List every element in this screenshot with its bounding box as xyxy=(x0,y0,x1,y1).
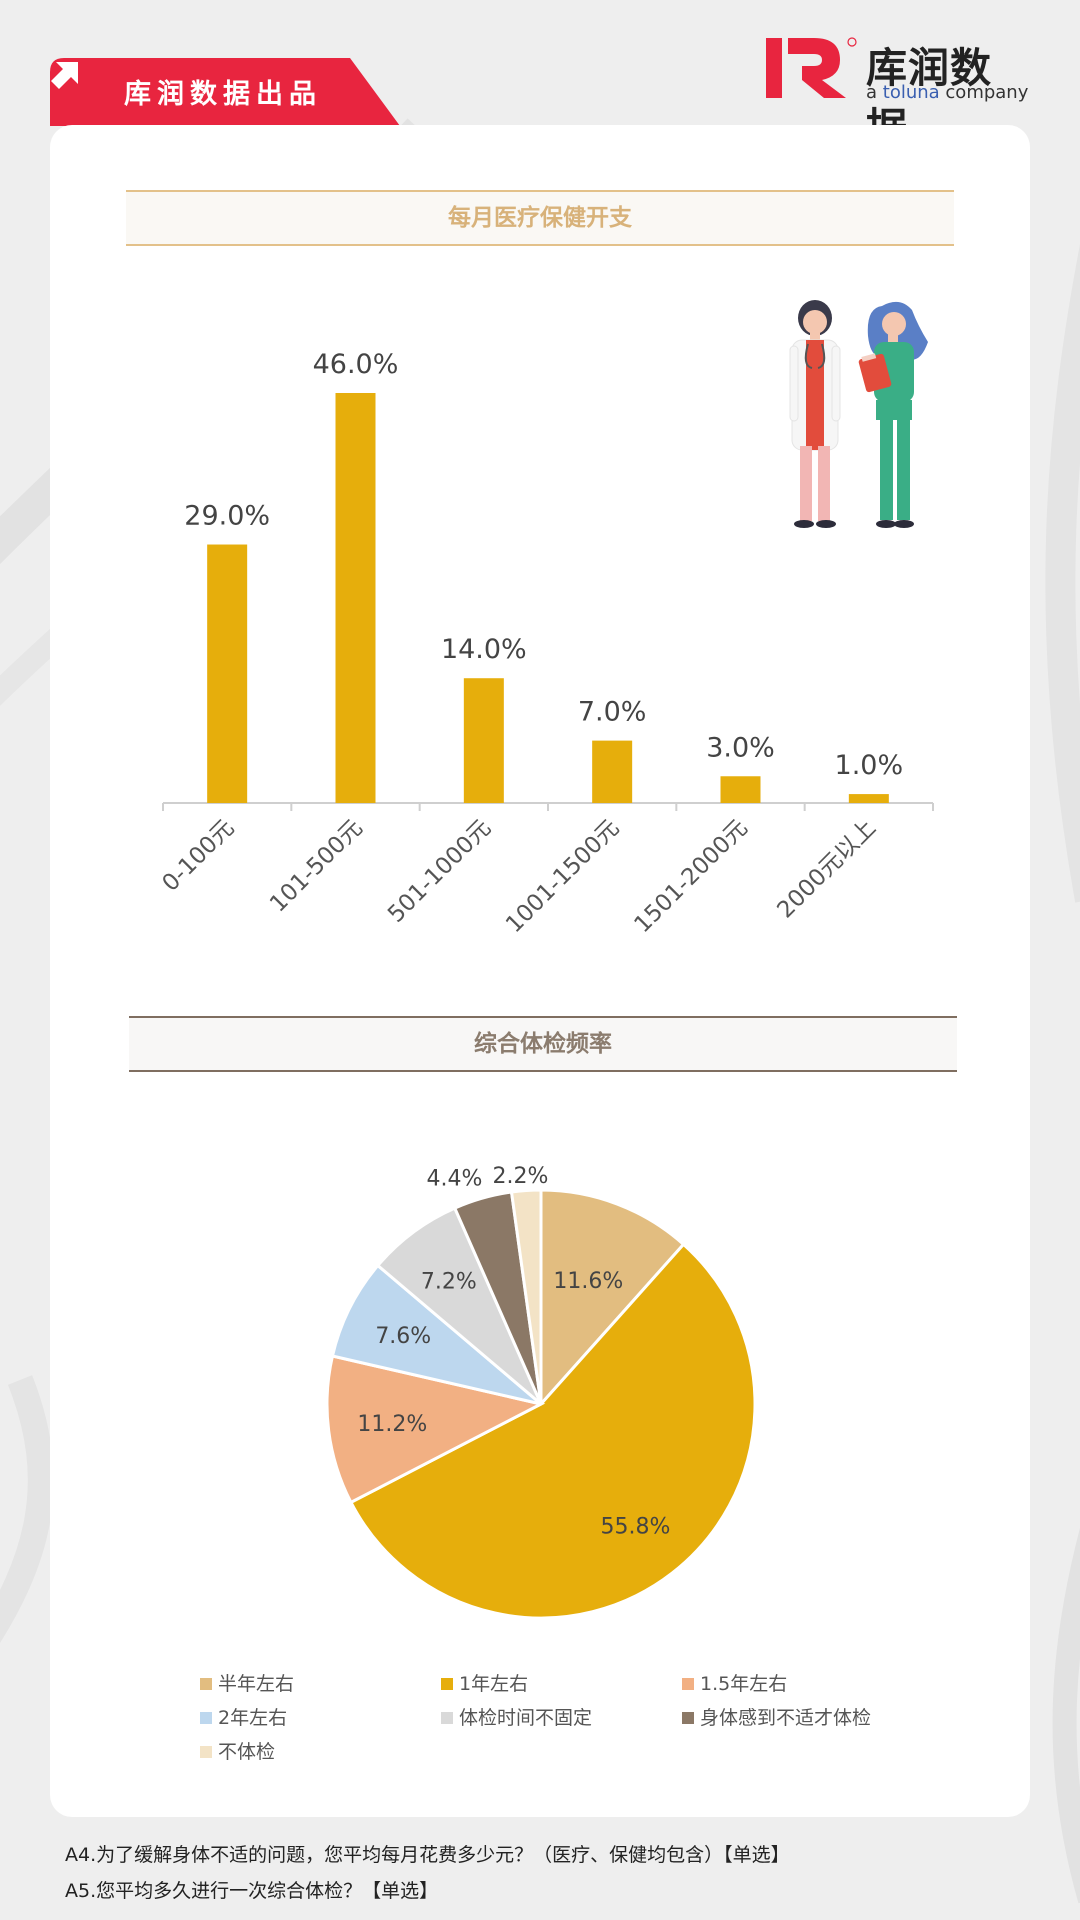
bar-value-label: 1.0% xyxy=(835,750,904,781)
pie-value-label: 11.6% xyxy=(553,1269,623,1294)
pie-chart-title: 综合体检频率 xyxy=(129,1016,957,1072)
legend-swatch xyxy=(200,1712,212,1724)
bar-value-label: 29.0% xyxy=(184,501,270,532)
legend-item: 2年左右 xyxy=(200,1706,287,1730)
legend-swatch xyxy=(682,1712,694,1724)
pie-legend: 半年左右 1年左右 1.5年左右 2年左右 体检时间不固定 身体感到不适才体检不体检 xyxy=(200,1672,960,1782)
pie-value-label: 11.2% xyxy=(357,1412,427,1437)
pie-value-label: 2.2% xyxy=(492,1164,548,1189)
logo-subtitle: a toluna company xyxy=(866,82,1028,103)
bar-chart-title: 每月医疗保健开支 xyxy=(126,190,954,246)
legend-label: 体检时间不固定 xyxy=(459,1707,593,1729)
legend-item: 1年左右 xyxy=(441,1672,528,1696)
brand-tag-label: 库润数据出品 xyxy=(124,79,322,110)
bar-value-label: 14.0% xyxy=(441,634,527,665)
legend-swatch xyxy=(682,1678,694,1690)
legend-item: 半年左右 xyxy=(200,1672,294,1696)
legend-item: 身体感到不适才体检 xyxy=(682,1706,871,1730)
legend-label: 1.5年左右 xyxy=(700,1673,788,1695)
bar xyxy=(848,794,889,803)
bar xyxy=(463,678,504,803)
doctors-illustration xyxy=(789,300,928,528)
bar-chart: 29.0%0-100元46.0%101-500元14.0%501-1000元7.… xyxy=(157,349,934,938)
legend-label: 半年左右 xyxy=(218,1673,295,1695)
logo-mark-icon xyxy=(766,37,857,98)
footnote-a5: A5.您平均多久进行一次综合体检？【单选】 xyxy=(65,1880,439,1902)
legend-label: 不体检 xyxy=(218,1741,276,1763)
pie-slice xyxy=(348,1242,757,1620)
bar-value-label: 46.0% xyxy=(313,349,399,380)
footnote-a4: A4.为了缓解身体不适的问题，您平均每月花费多少元？（医疗、保健均包含）【单选】 xyxy=(65,1844,790,1866)
brand-tag-shape xyxy=(50,58,400,126)
pie-slice xyxy=(509,1188,543,1405)
legend-label: 2年左右 xyxy=(218,1707,288,1729)
pie-value-label: 4.4% xyxy=(426,1166,482,1191)
arrow-up-right-icon xyxy=(51,62,78,89)
pie-slice xyxy=(330,1263,542,1406)
bar-value-label: 3.0% xyxy=(706,732,775,763)
legend-swatch xyxy=(441,1712,453,1724)
pie-value-label: 7.6% xyxy=(375,1324,431,1349)
bar xyxy=(720,776,761,803)
pie-value-label: 7.2% xyxy=(421,1269,477,1294)
logo-sub-suffix: company xyxy=(939,82,1029,103)
legend-swatch xyxy=(441,1678,453,1690)
legend-label: 身体感到不适才体检 xyxy=(700,1707,872,1729)
bar xyxy=(592,740,633,803)
legend-item: 1.5年左右 xyxy=(682,1672,787,1696)
bar xyxy=(335,393,376,803)
legend-item: 体检时间不固定 xyxy=(441,1706,592,1730)
pie-slice xyxy=(539,1188,686,1408)
legend-item: 不体检 xyxy=(200,1740,275,1764)
legend-label: 1年左右 xyxy=(459,1673,529,1695)
logo-sub-highlight: toluna xyxy=(882,82,940,103)
brand-tag: 库润数据出品 xyxy=(50,58,400,126)
legend-swatch xyxy=(200,1746,212,1758)
legend-swatch xyxy=(200,1678,212,1690)
bar xyxy=(207,544,248,803)
logo-sub-prefix: a xyxy=(866,82,883,103)
bar-value-label: 7.0% xyxy=(578,697,647,728)
pie-value-label: 55.8% xyxy=(600,1515,670,1540)
